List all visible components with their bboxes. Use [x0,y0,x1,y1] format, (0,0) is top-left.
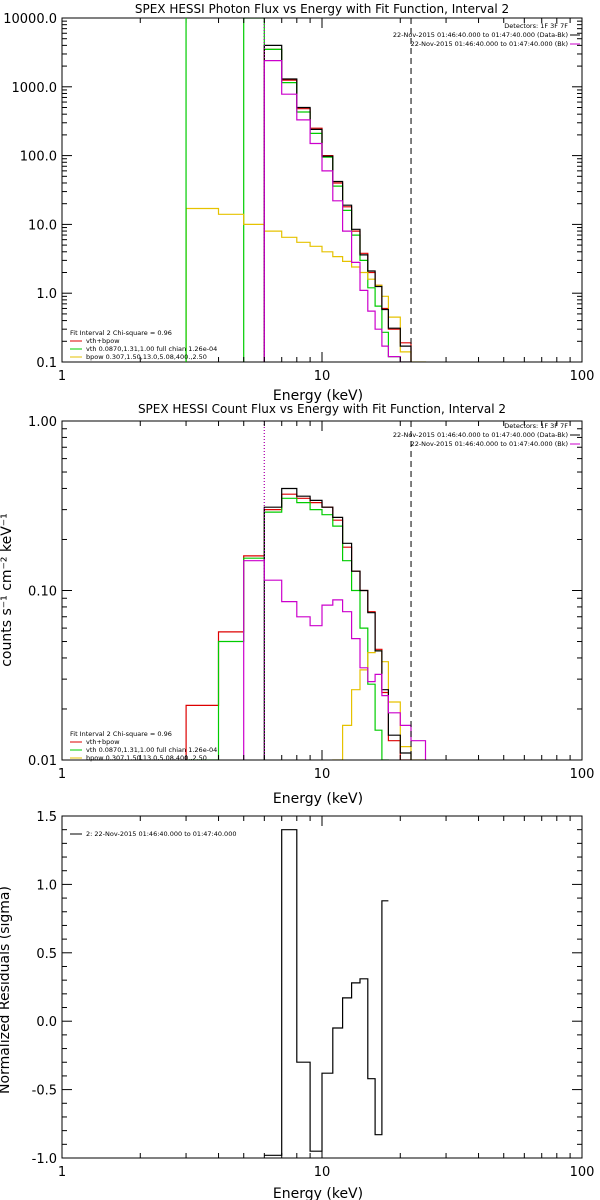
residual-ytick-label: 0.0 [36,1015,57,1030]
residual-xtick-label: 1 [58,1165,66,1180]
photon-series-2-line [185,207,427,362]
photon-series-3-line [263,44,412,362]
count-series-3-line [263,487,412,760]
count-flux-ylabel: counts s⁻¹ cm⁻² keV⁻¹ [0,513,15,667]
photon-flux-xlabel: Energy (keV) [273,388,363,404]
photon-xtick-label: 1 [58,369,66,384]
count-axes-frame [61,420,583,761]
photon-ytick-label: 10000.0 [3,12,57,27]
count-legend-header: Fit Interval 2 Chi-square = 0.96 [70,730,172,738]
residual-xtick-label: 10 [314,1165,331,1180]
count-legend-vth: vth 0.0870,1.31,1.00 full chian 1.26e-04 [86,746,217,754]
count-series-2-line [332,650,427,760]
count-legend-bpow: bpow 0.307,1.50,13.0,5.08,400.,2.50 [86,754,207,762]
count-ytick-label: 0.10 [28,585,57,600]
residuals-ylabel: Normalized Residuals (sigma) [0,886,13,1094]
count-flux-title: SPEX HESSI Count Flux vs Energy with Fit… [138,402,506,416]
residual-ytick-label: -1.0 [32,1152,57,1167]
photon-xtick-label: 100 [570,369,595,384]
residual-ytick-label: -0.5 [32,1084,57,1099]
count-series-1-line [185,497,389,760]
photon-info-line-1: Detectors: 1F 3F 7F [504,22,568,30]
photon-ytick-label: 100.0 [20,150,57,165]
count-series-4-line [243,560,427,760]
count-ytick-label: 1.00 [28,415,57,430]
photon-legend-vth: vth 0.0870,1.31,1.00 full chian 1.26e-04 [86,345,217,353]
count-flux-xlabel: Energy (keV) [273,791,363,807]
photon-ytick-label: 10.0 [28,218,57,233]
count-xtick-label: 1 [58,767,66,782]
count-info-line-3: 22-Nov-2015 01:46:40.000 to 01:47:40.000… [411,440,568,448]
count-xtick-label: 100 [570,767,595,782]
count-flux-panel: SPEX HESSI Count Flux vs Energy with Fit… [0,402,594,807]
photon-legend-bpow: bpow 0.307,1.50,13.0,5.08,400.,2.50 [86,353,207,361]
count-series-0-line [185,493,412,760]
residual-series-group [264,829,389,1156]
photon-ytick-label: 0.1 [36,356,57,371]
photon-flux-panel: SPEX HESSI Photon Flux vs Energy with Fi… [3,2,594,404]
photon-ytick-label: 1.0 [36,287,57,302]
count-info-line-1: Detectors: 1F 3F 7F [504,422,568,430]
count-info-line-2: 22-Nov-2015 01:46:40.000 to 01:47:40.000… [393,431,568,439]
count-ytick-label: 0.01 [28,754,57,769]
photon-series-4-line [263,60,412,362]
residual-ytick-label: 1.0 [36,878,57,893]
photon-legend-header: Fit Interval 2 Chi-square = 0.96 [70,329,172,337]
photon-flux-title: SPEX HESSI Photon Flux vs Energy with Fi… [135,2,509,16]
count-xtick-label: 10 [314,767,331,782]
photon-info-line-2: 22-Nov-2015 01:46:40.000 to 01:47:40.000… [393,31,568,39]
residual-series-0-line [264,829,389,1156]
count-legend-fit: vth+bpow [86,738,120,746]
residuals-panel: 1 10 100-1.0-0.50.00.51.01.5 Energy (keV) … [0,810,594,1200]
photon-axes-frame [61,17,583,363]
photon-legend-fit: vth+bpow [86,337,120,345]
photon-series-1-line [243,18,412,362]
photon-series-group [185,18,427,362]
photon-info-line-3: 22-Nov-2015 01:46:40.000 to 01:47:40.000… [411,40,568,48]
residual-xtick-label: 100 [570,1165,595,1180]
count-series-group [185,487,427,760]
photon-xtick-label: 10 [314,369,331,384]
residuals-legend-text: 2: 22-Nov-2015 01:46:40.000 to 01:47:40.… [86,830,236,838]
photon-ytick-label: 1000.0 [12,81,58,96]
residual-ytick-label: 0.5 [36,947,57,962]
residual-ytick-label: 1.5 [36,810,57,825]
residuals-xlabel: Energy (keV) [273,1186,363,1200]
